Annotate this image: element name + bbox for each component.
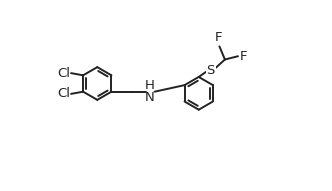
Text: H
N: H N bbox=[145, 79, 155, 104]
Text: F: F bbox=[214, 31, 222, 44]
Text: F: F bbox=[240, 50, 248, 63]
Text: Cl: Cl bbox=[57, 67, 70, 80]
Text: Cl: Cl bbox=[57, 87, 70, 100]
Text: S: S bbox=[207, 64, 215, 77]
